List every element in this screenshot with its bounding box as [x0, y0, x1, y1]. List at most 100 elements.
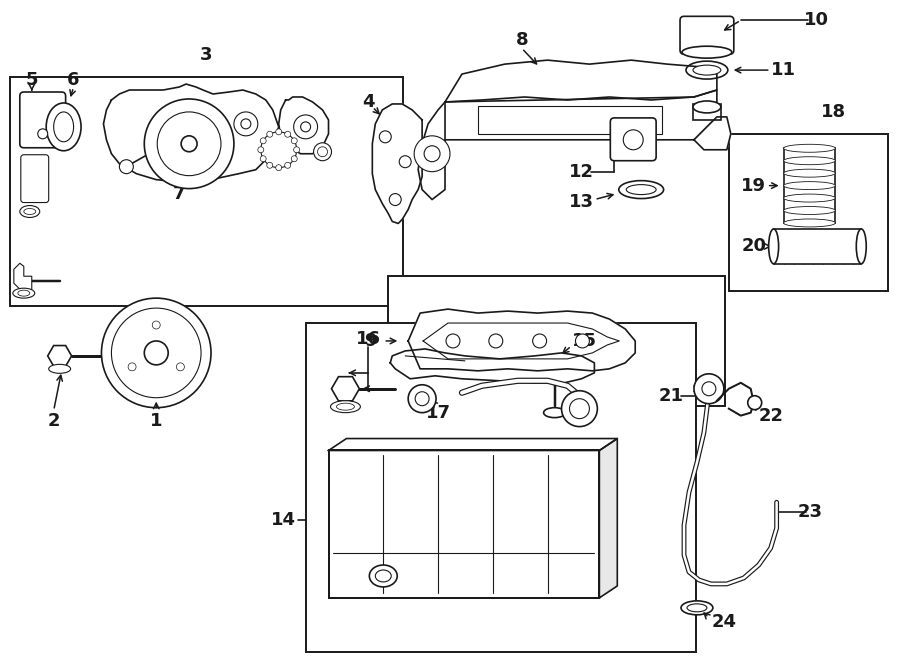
- Circle shape: [301, 122, 310, 132]
- Polygon shape: [409, 309, 635, 371]
- Circle shape: [275, 165, 282, 171]
- Circle shape: [275, 129, 282, 135]
- Text: 17: 17: [426, 404, 451, 422]
- Polygon shape: [599, 438, 617, 598]
- Text: 18: 18: [821, 103, 846, 121]
- Circle shape: [414, 136, 450, 172]
- Bar: [774, 229, 861, 264]
- Polygon shape: [14, 263, 32, 293]
- Polygon shape: [328, 438, 617, 451]
- FancyBboxPatch shape: [21, 155, 49, 202]
- Ellipse shape: [784, 194, 835, 202]
- Polygon shape: [328, 451, 599, 598]
- Text: 15: 15: [572, 332, 597, 350]
- Circle shape: [241, 119, 251, 129]
- Polygon shape: [48, 346, 72, 366]
- Text: 7: 7: [173, 184, 185, 202]
- Circle shape: [176, 363, 184, 371]
- Text: 9: 9: [364, 332, 376, 350]
- Circle shape: [260, 156, 266, 162]
- Text: 24: 24: [711, 613, 736, 631]
- Circle shape: [266, 163, 273, 169]
- Ellipse shape: [619, 180, 663, 198]
- Bar: [729, 134, 888, 291]
- Circle shape: [293, 115, 318, 139]
- Ellipse shape: [784, 157, 835, 165]
- Ellipse shape: [626, 184, 656, 194]
- Ellipse shape: [23, 208, 36, 214]
- Bar: [693, 104, 721, 120]
- Text: 10: 10: [804, 11, 829, 29]
- Circle shape: [400, 156, 411, 168]
- Bar: [306, 323, 696, 652]
- Circle shape: [293, 147, 300, 153]
- Polygon shape: [445, 90, 717, 140]
- Circle shape: [390, 194, 401, 206]
- Circle shape: [694, 374, 724, 404]
- Ellipse shape: [686, 61, 728, 79]
- Text: 12: 12: [569, 163, 594, 180]
- Ellipse shape: [856, 229, 866, 264]
- Ellipse shape: [693, 65, 721, 75]
- Circle shape: [128, 363, 136, 371]
- Ellipse shape: [313, 143, 331, 161]
- Ellipse shape: [18, 290, 30, 296]
- Circle shape: [284, 132, 291, 137]
- Circle shape: [158, 112, 221, 176]
- Circle shape: [112, 308, 201, 398]
- Polygon shape: [418, 102, 445, 200]
- Text: 22: 22: [758, 407, 783, 424]
- Ellipse shape: [784, 206, 835, 214]
- Text: 4: 4: [362, 93, 374, 111]
- Circle shape: [144, 341, 168, 365]
- FancyBboxPatch shape: [20, 92, 66, 148]
- Polygon shape: [373, 104, 422, 223]
- Polygon shape: [445, 60, 717, 102]
- Polygon shape: [104, 84, 279, 182]
- Text: 3: 3: [201, 46, 212, 64]
- Ellipse shape: [784, 169, 835, 177]
- Ellipse shape: [784, 182, 835, 190]
- Circle shape: [102, 298, 211, 408]
- Circle shape: [562, 391, 598, 426]
- Circle shape: [446, 334, 460, 348]
- Text: 23: 23: [798, 503, 823, 522]
- Polygon shape: [391, 349, 594, 383]
- Ellipse shape: [693, 101, 721, 113]
- FancyBboxPatch shape: [680, 17, 733, 54]
- Ellipse shape: [54, 112, 74, 142]
- Polygon shape: [694, 117, 731, 150]
- Text: 8: 8: [516, 31, 528, 49]
- Circle shape: [38, 129, 48, 139]
- Circle shape: [284, 163, 291, 169]
- Text: 14: 14: [271, 511, 296, 529]
- Text: 2: 2: [48, 412, 60, 430]
- Circle shape: [260, 137, 266, 144]
- Circle shape: [570, 399, 590, 418]
- Circle shape: [120, 160, 133, 174]
- Text: 5: 5: [25, 71, 38, 89]
- FancyBboxPatch shape: [610, 118, 656, 161]
- Circle shape: [575, 334, 590, 348]
- Ellipse shape: [20, 206, 40, 217]
- Circle shape: [152, 321, 160, 329]
- Ellipse shape: [13, 288, 35, 298]
- Text: 21: 21: [659, 387, 684, 405]
- Circle shape: [292, 156, 297, 162]
- Circle shape: [257, 147, 264, 153]
- Circle shape: [144, 99, 234, 188]
- Ellipse shape: [49, 364, 70, 373]
- Text: 1: 1: [150, 412, 163, 430]
- Ellipse shape: [544, 408, 565, 418]
- Ellipse shape: [318, 147, 328, 157]
- Circle shape: [409, 385, 436, 412]
- Circle shape: [261, 132, 297, 168]
- Circle shape: [266, 132, 273, 137]
- Text: 16: 16: [356, 330, 381, 348]
- Circle shape: [379, 131, 392, 143]
- Polygon shape: [331, 377, 359, 401]
- Ellipse shape: [46, 103, 81, 151]
- Text: 13: 13: [569, 192, 594, 211]
- Polygon shape: [279, 97, 328, 154]
- Circle shape: [181, 136, 197, 152]
